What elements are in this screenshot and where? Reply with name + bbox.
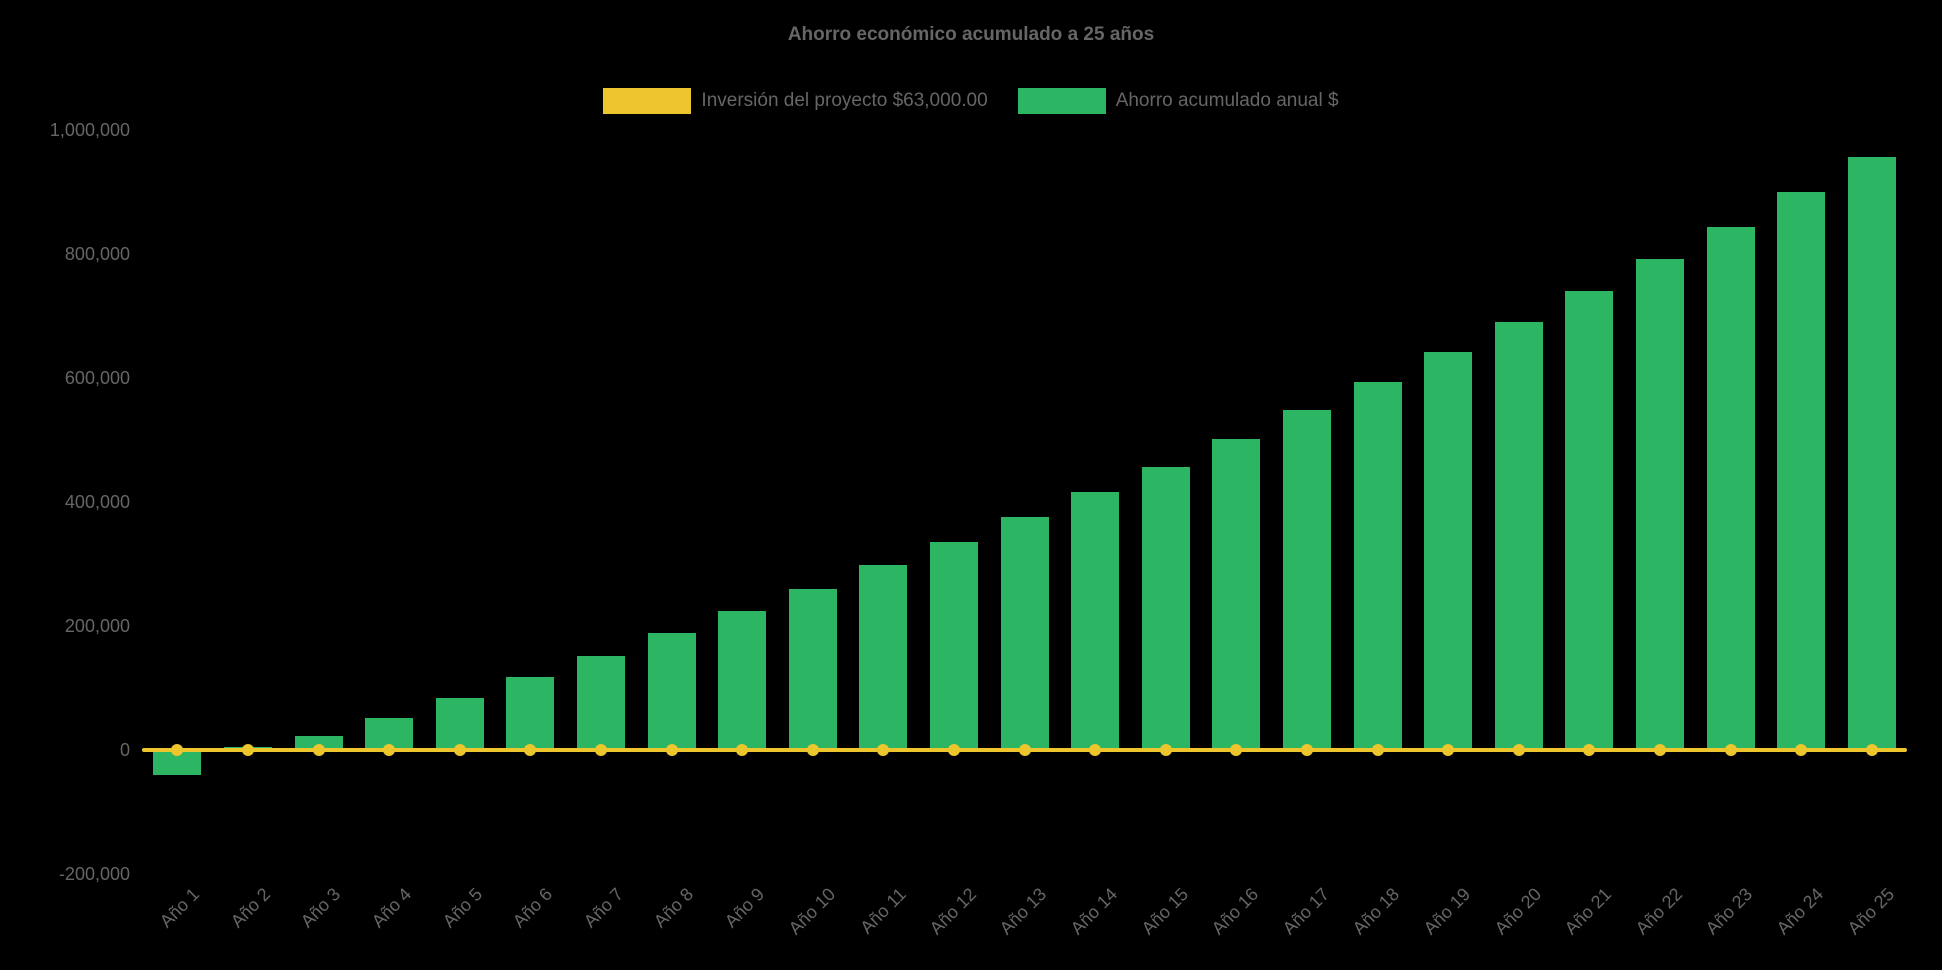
legend-item-ahorro[interactable]: Ahorro acumulado anual $ xyxy=(1017,88,1339,114)
legend: Inversión del proyecto $63,000.00 Ahorro… xyxy=(0,88,1942,114)
x-tick-label-ano-3: Año 3 xyxy=(297,884,345,932)
investment-point-ano-9[interactable] xyxy=(736,744,749,756)
bar-ano-22[interactable] xyxy=(1635,258,1684,750)
bar-ano-6[interactable] xyxy=(506,676,555,750)
x-tick-label-ano-8: Año 8 xyxy=(650,884,698,932)
bar-ano-5[interactable] xyxy=(435,697,484,750)
x-tick-label-ano-21: Año 21 xyxy=(1560,884,1616,939)
y-tick-label: 0 xyxy=(119,740,130,760)
investment-point-ano-25[interactable] xyxy=(1865,744,1878,756)
x-tick-label-ano-25: Año 25 xyxy=(1843,884,1898,939)
investment-point-ano-11[interactable] xyxy=(877,744,890,756)
y-tick-label: 200,000 xyxy=(64,616,130,636)
y-tick-label: 1,000,000 xyxy=(49,120,130,140)
investment-point-ano-12[interactable] xyxy=(947,744,960,756)
x-tick-label-ano-16: Año 16 xyxy=(1207,884,1263,939)
investment-point-ano-14[interactable] xyxy=(1089,744,1102,756)
bar-ano-10[interactable] xyxy=(788,588,837,750)
x-tick-label-ano-18: Año 18 xyxy=(1349,884,1404,939)
x-tick-label-ano-5: Año 5 xyxy=(438,884,486,932)
x-tick-label-ano-4: Año 4 xyxy=(367,884,416,932)
investment-point-ano-10[interactable] xyxy=(806,744,819,756)
investment-point-ano-23[interactable] xyxy=(1724,744,1737,756)
investment-point-ano-4[interactable] xyxy=(383,744,396,756)
investment-point-ano-15[interactable] xyxy=(1159,744,1172,756)
investment-point-ano-2[interactable] xyxy=(241,744,254,756)
investment-point-ano-21[interactable] xyxy=(1583,744,1596,756)
x-tick-label-ano-15: Año 15 xyxy=(1137,884,1192,939)
bar-ano-3[interactable] xyxy=(294,736,343,750)
y-tick-label: 800,000 xyxy=(64,244,130,264)
bar-ano-7[interactable] xyxy=(576,655,625,750)
bar-ano-12[interactable] xyxy=(929,541,978,750)
legend-swatch-ahorro-icon xyxy=(1017,88,1106,114)
investment-point-ano-18[interactable] xyxy=(1371,744,1384,756)
investment-point-ano-17[interactable] xyxy=(1300,744,1313,756)
bar-ano-20[interactable] xyxy=(1494,322,1543,750)
bar-ano-21[interactable] xyxy=(1565,291,1614,750)
chart-title: Ahorro económico acumulado a 25 años xyxy=(787,24,1155,45)
x-tick-label-ano-17: Año 17 xyxy=(1278,884,1334,939)
investment-point-ano-6[interactable] xyxy=(524,744,537,756)
y-tick-label: 600,000 xyxy=(64,368,130,388)
x-tick-label-ano-22: Año 22 xyxy=(1631,884,1687,939)
y-tick-label: -200,000 xyxy=(58,864,130,884)
x-tick-label-ano-14: Año 14 xyxy=(1066,884,1122,939)
bar-ano-19[interactable] xyxy=(1424,351,1473,750)
x-tick-label-ano-9: Año 9 xyxy=(720,884,769,932)
investment-point-ano-22[interactable] xyxy=(1653,744,1666,756)
bar-ano-23[interactable] xyxy=(1706,226,1755,750)
investment-point-ano-5[interactable] xyxy=(453,744,466,756)
x-tick-label-ano-20: Año 20 xyxy=(1490,884,1545,939)
x-tick-label-ano-2: Año 2 xyxy=(226,884,275,932)
investment-point-ano-24[interactable] xyxy=(1795,744,1808,756)
x-tick-label-ano-12: Año 12 xyxy=(925,884,981,939)
bar-ano-16[interactable] xyxy=(1212,438,1261,750)
bar-ano-24[interactable] xyxy=(1777,192,1826,750)
x-tick-label-ano-24: Año 24 xyxy=(1772,884,1828,939)
investment-point-ano-19[interactable] xyxy=(1442,744,1455,756)
x-tick-label-ano-23: Año 23 xyxy=(1702,884,1757,939)
x-tick-label-ano-6: Año 6 xyxy=(509,884,557,932)
investment-point-ano-13[interactable] xyxy=(1018,744,1031,756)
bar-ano-25[interactable] xyxy=(1847,157,1896,750)
investment-point-ano-1[interactable] xyxy=(171,744,184,756)
bar-ano-18[interactable] xyxy=(1353,381,1402,750)
bar-ano-11[interactable] xyxy=(859,565,908,750)
legend-item-inversion[interactable]: Inversión del proyecto $63,000.00 xyxy=(603,88,988,114)
x-tick-label-ano-1: Año 1 xyxy=(156,884,204,932)
bar-ano-15[interactable] xyxy=(1141,467,1190,750)
investment-point-ano-16[interactable] xyxy=(1230,744,1243,756)
bar-ano-8[interactable] xyxy=(647,633,696,750)
x-tick-label-ano-10: Año 10 xyxy=(784,884,839,939)
x-tick-label-ano-7: Año 7 xyxy=(579,884,628,932)
legend-swatch-inversion-icon xyxy=(603,88,692,114)
investment-point-ano-8[interactable] xyxy=(665,744,678,756)
investment-point-ano-20[interactable] xyxy=(1512,744,1525,756)
legend-label-ahorro: Ahorro acumulado anual $ xyxy=(1115,90,1339,111)
investment-point-ano-3[interactable] xyxy=(312,744,325,756)
bar-ano-13[interactable] xyxy=(1000,516,1049,750)
y-tick-label: 400,000 xyxy=(64,492,130,512)
x-tick-label-ano-19: Año 19 xyxy=(1419,884,1475,939)
bar-ano-14[interactable] xyxy=(1071,492,1120,750)
legend-label-inversion: Inversión del proyecto $63,000.00 xyxy=(701,90,988,111)
x-tick-label-ano-13: Año 13 xyxy=(996,884,1051,939)
bar-ano-9[interactable] xyxy=(718,611,767,750)
bar-ano-17[interactable] xyxy=(1282,410,1331,750)
investment-point-ano-7[interactable] xyxy=(594,744,607,756)
x-tick-label-ano-11: Año 11 xyxy=(855,884,910,938)
